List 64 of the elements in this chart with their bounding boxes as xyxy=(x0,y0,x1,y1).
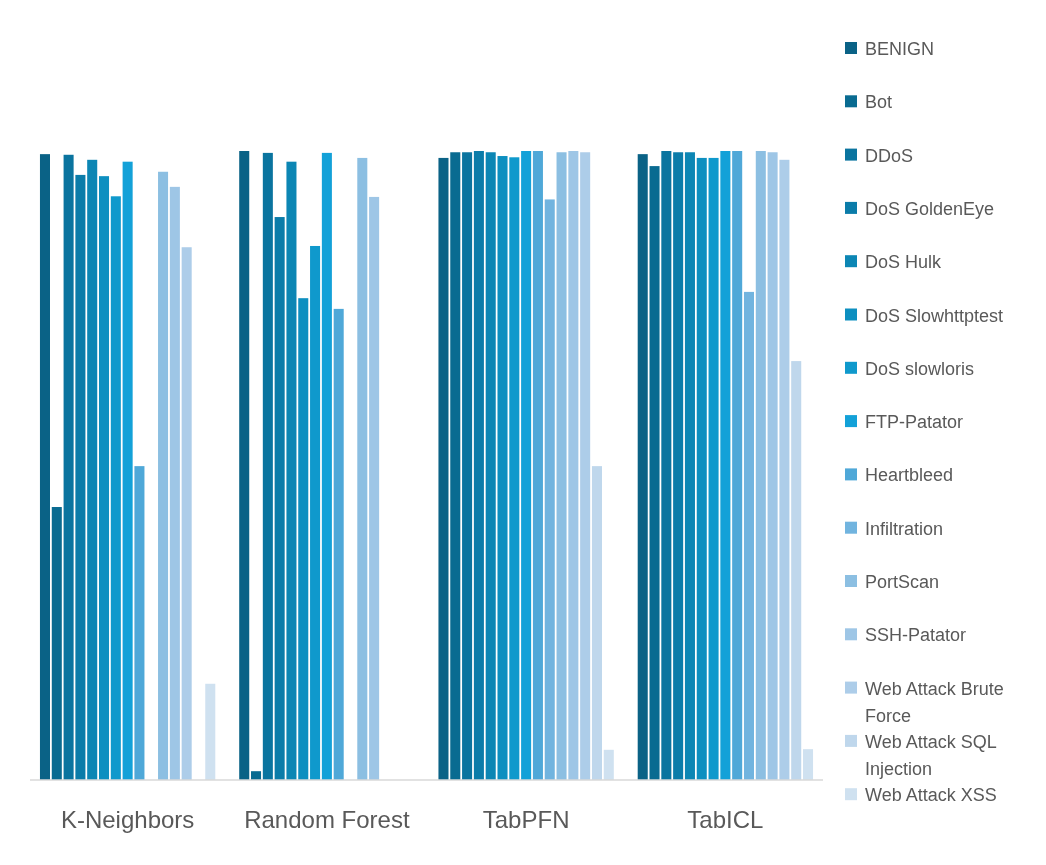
x-tick-label: TabPFN xyxy=(482,806,570,833)
legend-label: DoS slowloris xyxy=(865,358,975,379)
bar xyxy=(205,683,216,780)
legend-label: SSH-Patator xyxy=(865,625,967,646)
bar xyxy=(684,152,695,780)
bar xyxy=(134,466,145,780)
legend-label: Infiltration xyxy=(865,518,944,539)
legend-label: BENIGN xyxy=(865,39,935,59)
bar xyxy=(779,159,790,780)
x-tick-label: K-Neighbors xyxy=(60,806,195,833)
bar xyxy=(333,308,344,780)
bar xyxy=(544,199,555,780)
x-tick-label: TabICL xyxy=(687,806,764,833)
bar xyxy=(649,166,660,780)
bar xyxy=(603,749,614,780)
bar xyxy=(673,152,684,780)
legend-label: Web Attack SQL Injection xyxy=(865,731,997,779)
legend-label: Heartbleed xyxy=(865,465,954,486)
x-tick-label: Random Forest xyxy=(244,806,410,833)
bar xyxy=(158,171,169,780)
bar xyxy=(732,151,743,780)
bar xyxy=(532,151,543,780)
bar xyxy=(357,157,368,780)
bar xyxy=(755,151,766,780)
bar xyxy=(310,245,321,780)
bar xyxy=(99,176,110,780)
bar xyxy=(803,749,814,780)
bar xyxy=(369,196,380,780)
bar xyxy=(122,161,133,780)
bar xyxy=(438,157,449,780)
bar xyxy=(51,507,62,780)
bar xyxy=(169,186,180,780)
bar xyxy=(321,152,332,780)
legend-label: Web Attack XSS xyxy=(865,785,997,806)
bar xyxy=(791,361,802,780)
bar xyxy=(556,152,567,780)
bar xyxy=(591,466,602,780)
bar xyxy=(637,154,648,780)
bar xyxy=(568,151,579,780)
bar xyxy=(262,152,273,780)
legend-label: DDoS xyxy=(865,145,914,166)
bar xyxy=(181,247,192,780)
legend-label: DoS Hulk xyxy=(865,252,943,273)
legend-label: DoS Slowhttptest xyxy=(865,305,1004,326)
bar xyxy=(110,196,121,780)
bar xyxy=(462,152,473,780)
bar xyxy=(39,154,50,780)
legend-label: FTP-Patator xyxy=(865,412,964,433)
legend-label: Web Attack Brute Force xyxy=(865,678,1004,726)
bar xyxy=(767,152,778,780)
legend-label: DoS GoldenEye xyxy=(865,198,995,219)
legend-label: Bot xyxy=(865,92,893,113)
bar xyxy=(473,151,484,780)
bar xyxy=(298,298,309,780)
bar xyxy=(239,151,250,780)
bar xyxy=(743,291,754,780)
bar xyxy=(251,771,262,780)
bar xyxy=(696,157,707,780)
bar xyxy=(580,152,591,780)
bar xyxy=(87,159,98,780)
legend-label: PortScan xyxy=(865,572,940,592)
bar xyxy=(521,151,532,780)
bar xyxy=(661,151,672,780)
bar xyxy=(450,152,461,780)
